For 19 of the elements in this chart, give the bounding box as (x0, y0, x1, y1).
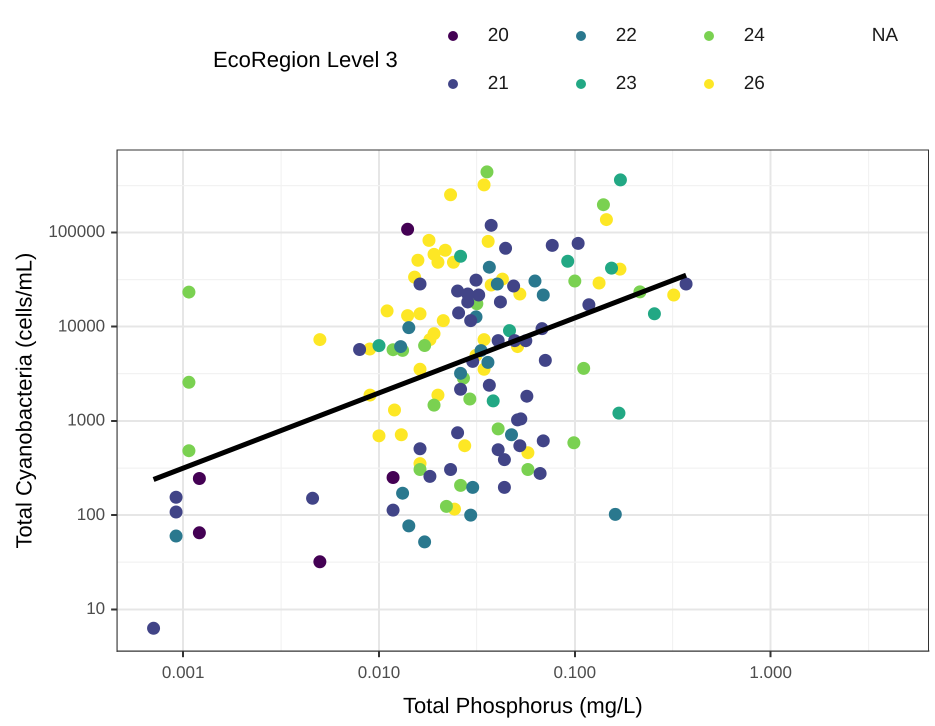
legend-label: 26 (744, 73, 765, 95)
text: NA (872, 25, 898, 47)
legend-label: 24 (744, 25, 765, 47)
legend-label: 23 (616, 73, 637, 95)
legend-label: 22 (616, 25, 637, 47)
legend-label: 21 (488, 73, 509, 95)
x-tick-label: 0.100 (554, 663, 596, 682)
x-axis-title: Total Phosphorus (mg/L) (402, 692, 643, 718)
y-tick-label: 100000 (48, 222, 106, 242)
x-tick-label: 0.001 (162, 663, 204, 682)
x-tick-label: 1.000 (749, 663, 792, 682)
legend-title: EcoRegion Level 3 (213, 47, 398, 73)
y-tick-label: 100 (76, 504, 106, 524)
y-axis-title: Total Cyanobacteria (cells/mL) (11, 252, 36, 549)
y-tick-label: 1000 (67, 410, 106, 430)
legend-label: 20 (488, 25, 509, 47)
y-tick-label: 10000 (58, 316, 106, 336)
y-tick-label: 10 (86, 599, 106, 618)
x-tick-label: 0.010 (358, 663, 400, 682)
